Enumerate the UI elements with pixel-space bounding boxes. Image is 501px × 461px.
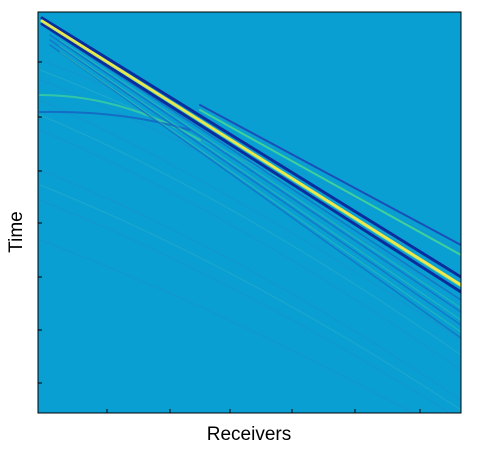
image-background bbox=[38, 12, 461, 413]
tick-marks bbox=[38, 61, 421, 413]
x-axis-label: Receivers bbox=[207, 424, 291, 445]
image-content bbox=[39, 16, 461, 413]
y-axis-label: Time bbox=[6, 211, 27, 253]
plot-frame bbox=[37, 11, 462, 414]
